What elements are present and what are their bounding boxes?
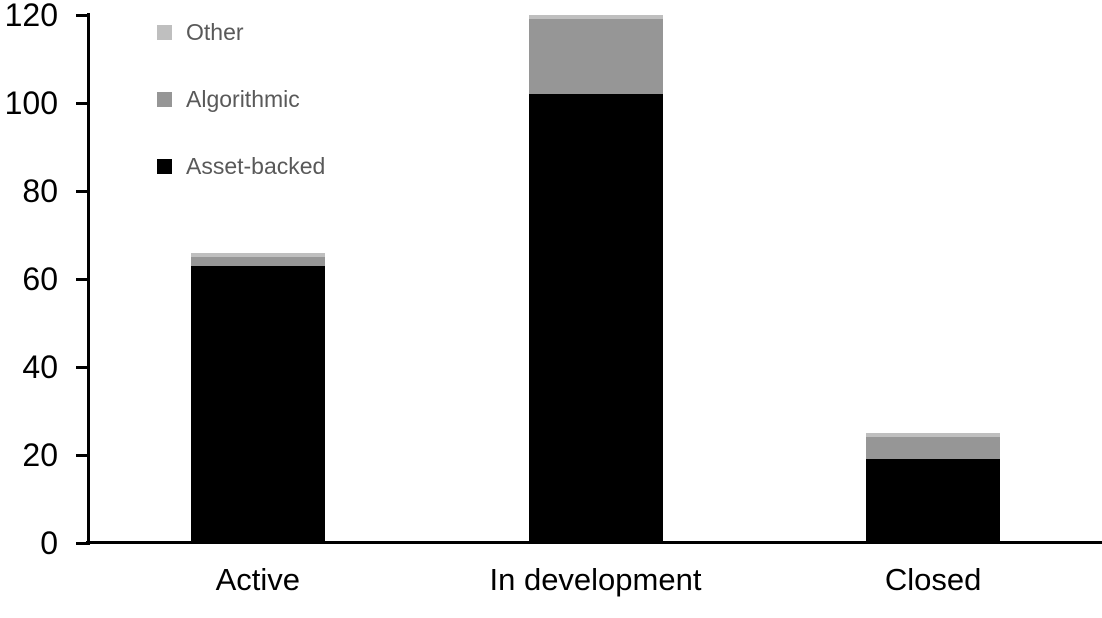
y-tick-mark <box>76 189 89 193</box>
y-tick-label: 40 <box>22 349 58 385</box>
y-tick-mark <box>76 101 89 105</box>
bar-closed-algorithmic <box>866 437 1001 460</box>
bar-in-development-asset-backed <box>528 94 663 543</box>
legend-swatch-icon <box>157 24 172 40</box>
legend-item-asset-backed: Asset-backed <box>157 150 325 182</box>
legend-swatch-icon <box>157 158 172 174</box>
legend-item-algorithmic: Algorithmic <box>157 83 300 115</box>
bar-in-development-other <box>528 15 663 20</box>
x-category-label: Closed <box>884 562 982 597</box>
bar-active-algorithmic <box>190 257 325 266</box>
y-tick-label: 120 <box>4 0 58 33</box>
bar-active-asset-backed <box>190 265 325 543</box>
legend-label: Other <box>186 18 244 45</box>
bar-closed-other <box>866 433 1001 438</box>
y-tick-label: 80 <box>22 173 58 209</box>
bar-active-other <box>190 252 325 257</box>
y-tick-label: 100 <box>4 85 58 121</box>
y-tick-mark <box>76 13 89 17</box>
y-tick-label: 20 <box>22 437 58 473</box>
y-tick-mark <box>76 365 89 369</box>
bar-closed-asset-backed <box>866 459 1001 543</box>
legend-item-other: Other <box>157 16 244 48</box>
y-tick-label: 0 <box>40 525 58 561</box>
y-tick-mark <box>76 541 89 545</box>
legend-label: Algorithmic <box>186 85 300 112</box>
x-category-label: In development <box>489 562 702 597</box>
bar-in-development-algorithmic <box>528 19 663 95</box>
legend-swatch-icon <box>157 91 172 107</box>
y-tick-label: 60 <box>22 261 58 297</box>
y-tick-mark <box>76 277 89 281</box>
y-tick-mark <box>76 453 89 457</box>
x-category-label: Active <box>215 562 301 597</box>
legend-label: Asset-backed <box>186 152 326 179</box>
